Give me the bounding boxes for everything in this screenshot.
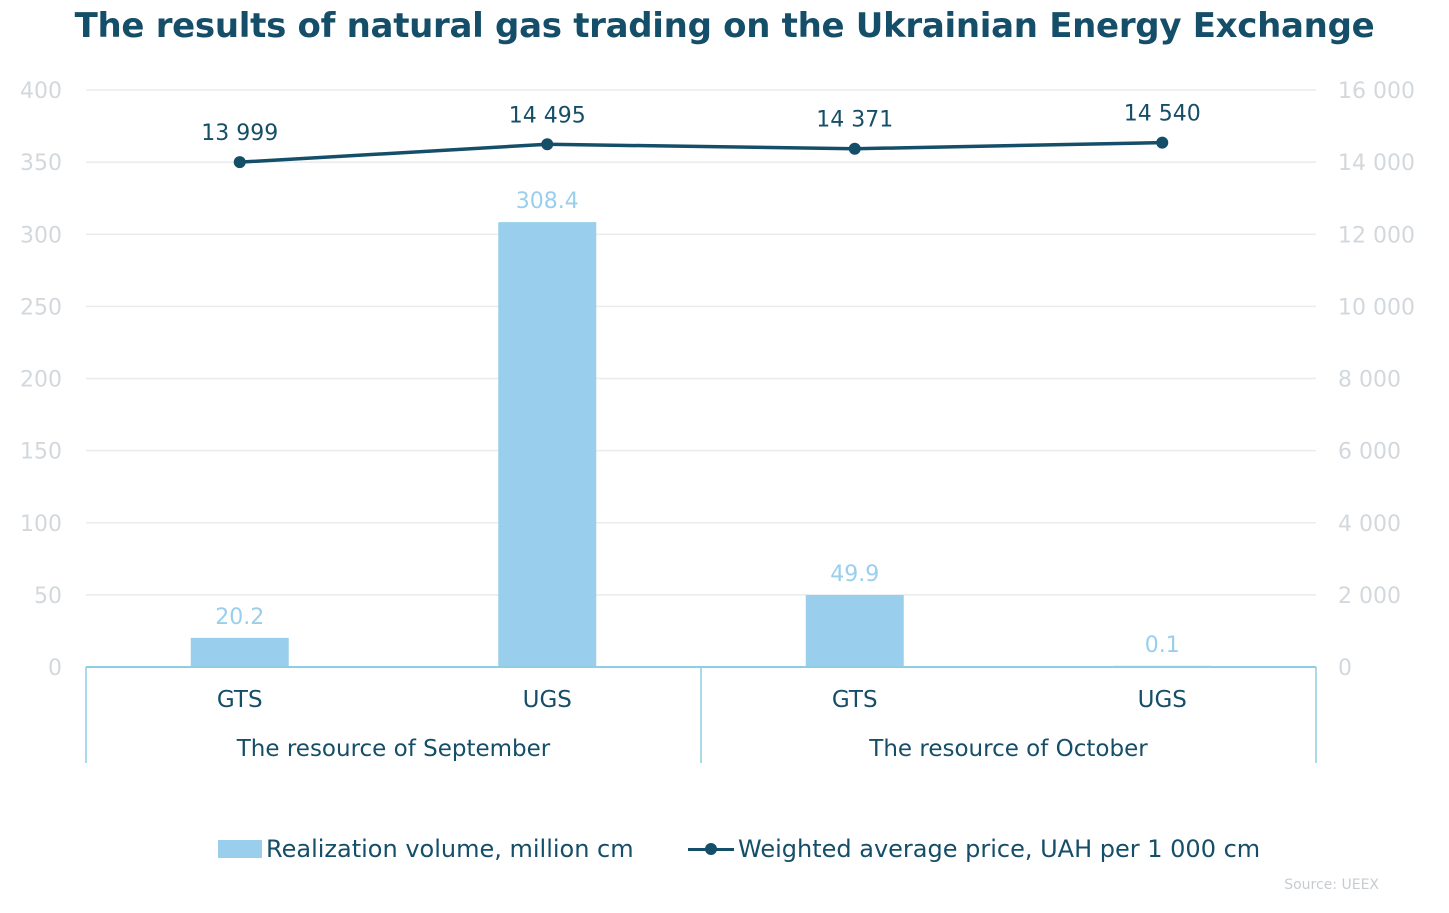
y-left-tick-label: 200 xyxy=(20,368,62,393)
x-tick-label: GTS xyxy=(217,687,263,713)
legend-bar-swatch xyxy=(218,840,262,858)
bar-data-label: 0.1 xyxy=(1145,633,1180,658)
price-point xyxy=(848,142,861,155)
chart-title: The results of natural gas trading on th… xyxy=(74,6,1375,46)
bar-data-label: 20.2 xyxy=(215,605,264,630)
price-data-label: 14 371 xyxy=(816,108,893,133)
y-left-tick-label: 400 xyxy=(20,79,62,104)
price-point xyxy=(541,138,554,151)
y-left-tick-label: 150 xyxy=(20,440,62,465)
bar xyxy=(805,595,904,667)
legend-line-swatch xyxy=(688,840,734,858)
x-tick-label: GTS xyxy=(832,687,878,713)
price-point xyxy=(1156,136,1169,149)
y-left-tick-label: 0 xyxy=(48,656,62,681)
bar-data-label: 308.4 xyxy=(516,189,579,214)
legend-item-price: Weighted average price, UAH per 1 000 cm xyxy=(688,835,1260,863)
y-right-tick-label: 6 000 xyxy=(1338,440,1401,465)
bar-data-label: 49.9 xyxy=(830,562,879,587)
y-right-tick-label: 16 000 xyxy=(1338,79,1415,104)
x-group-label: The resource of September xyxy=(236,736,551,762)
legend: Realization volume, million cm Weighted … xyxy=(0,835,1449,867)
bar xyxy=(498,222,597,667)
legend-item-volume: Realization volume, million cm xyxy=(218,835,634,863)
x-group-label: The resource of October xyxy=(868,736,1148,762)
y-left-tick-label: 50 xyxy=(34,584,62,609)
source-note: Source: UEEX xyxy=(1284,877,1379,893)
legend-label-price: Weighted average price, UAH per 1 000 cm xyxy=(738,835,1261,863)
price-data-label: 14 540 xyxy=(1124,102,1201,127)
y-right-tick-label: 2 000 xyxy=(1338,584,1401,609)
y-right-tick-label: 0 xyxy=(1338,656,1352,681)
y-right-tick-label: 14 000 xyxy=(1338,151,1415,176)
y-right-tick-label: 8 000 xyxy=(1338,368,1401,393)
price-point xyxy=(233,156,246,169)
price-data-label: 14 495 xyxy=(509,103,586,128)
x-tick-label: UGS xyxy=(1138,687,1187,713)
y-right-tick-label: 12 000 xyxy=(1338,223,1415,248)
price-line xyxy=(239,140,1163,164)
y-left-tick-label: 350 xyxy=(20,151,62,176)
y-right-tick-label: 4 000 xyxy=(1338,512,1401,537)
y-left-tick-label: 300 xyxy=(20,223,62,248)
price-data-label: 13 999 xyxy=(201,121,278,146)
bar xyxy=(190,637,289,667)
y-right-tick-label: 10 000 xyxy=(1338,295,1415,320)
x-tick-label: UGS xyxy=(523,687,572,713)
y-left-tick-label: 100 xyxy=(20,512,62,537)
y-left-tick-label: 250 xyxy=(20,295,62,320)
legend-label-volume: Realization volume, million cm xyxy=(266,835,634,863)
